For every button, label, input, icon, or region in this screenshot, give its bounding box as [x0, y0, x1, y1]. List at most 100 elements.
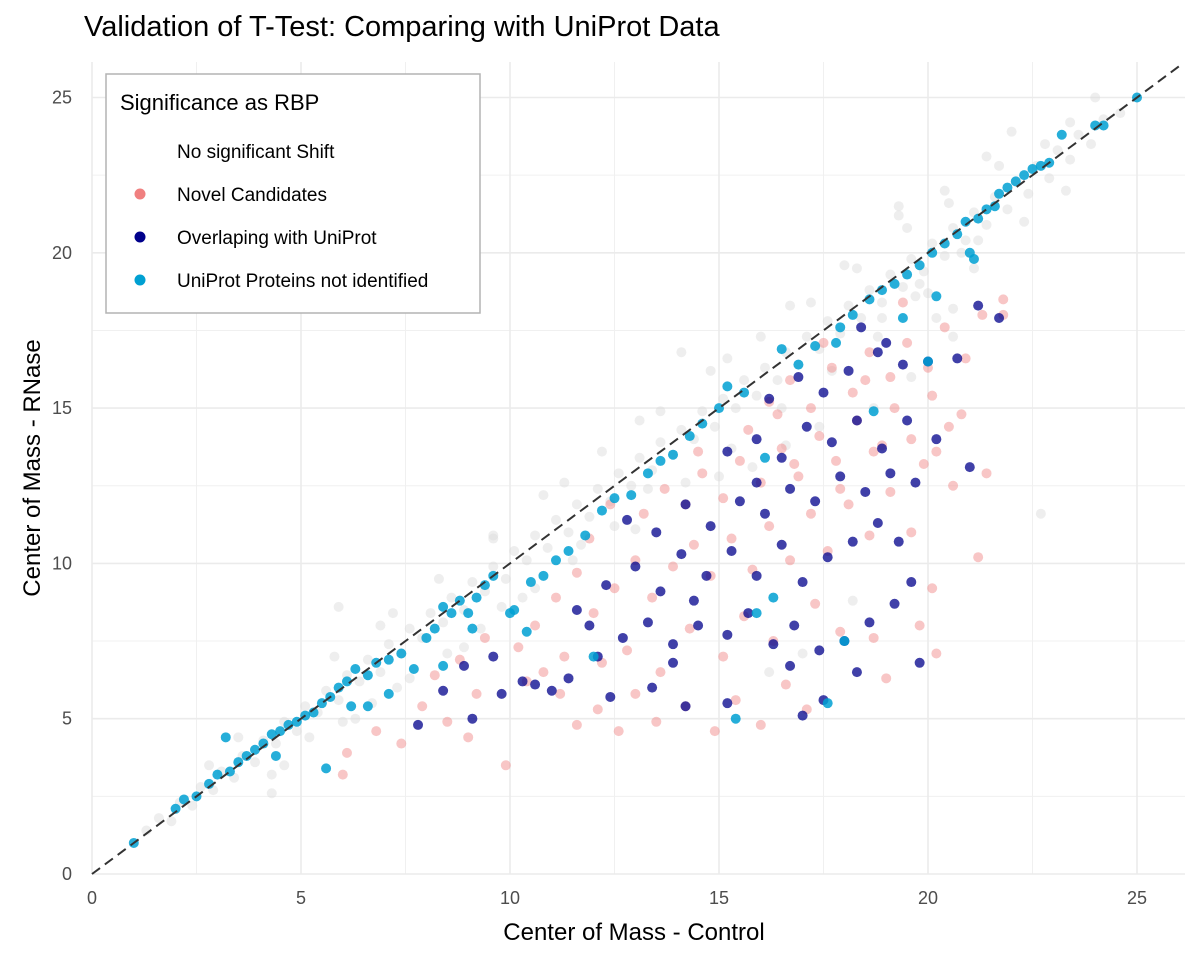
data-point: [847, 536, 858, 547]
x-axis-tick-labels: 0 5 10 15 20 25: [87, 888, 1147, 908]
data-point: [1065, 154, 1076, 165]
data-point: [550, 555, 561, 566]
data-point: [730, 403, 741, 414]
data-point: [488, 533, 499, 544]
data-point: [655, 667, 666, 678]
data-point: [1086, 139, 1097, 150]
data-point: [981, 219, 992, 230]
data-point: [333, 601, 344, 612]
data-point: [772, 409, 783, 420]
data-point: [488, 561, 499, 572]
data-point: [973, 213, 984, 224]
data-point: [714, 471, 724, 482]
data-point: [839, 636, 850, 647]
data-point: [810, 340, 821, 351]
data-point: [864, 347, 875, 358]
data-point: [889, 598, 900, 609]
data-point: [914, 620, 925, 631]
data-point: [337, 769, 348, 780]
data-point: [204, 778, 215, 789]
data-point: [513, 642, 524, 653]
data-point: [187, 800, 198, 811]
data-point: [396, 648, 407, 659]
data-point: [659, 483, 670, 494]
data-point: [371, 726, 382, 737]
y-tick-label: 25: [52, 88, 72, 108]
data-point: [973, 300, 984, 311]
data-point: [764, 521, 775, 532]
data-point: [697, 406, 708, 417]
data-point: [517, 592, 528, 603]
data-point: [751, 434, 762, 445]
data-point: [693, 446, 704, 457]
data-point: [847, 309, 858, 320]
data-point: [1006, 126, 1017, 137]
data-point: [885, 486, 896, 497]
data-point: [283, 719, 294, 730]
data-point: [258, 738, 269, 749]
data-point: [467, 623, 478, 634]
data-point: [1073, 129, 1084, 140]
data-point: [759, 362, 770, 373]
data-point: [739, 387, 750, 398]
data-point: [341, 747, 352, 758]
data-point: [550, 514, 561, 525]
data-point: [709, 726, 720, 737]
data-point: [438, 617, 449, 628]
data-point: [1065, 117, 1076, 128]
data-point: [759, 452, 770, 463]
data-point: [989, 201, 1000, 212]
data-point: [835, 483, 846, 494]
data-point: [413, 719, 424, 730]
data-point: [684, 431, 695, 442]
data-point: [542, 542, 553, 553]
data-point: [764, 667, 775, 678]
data-point: [726, 545, 737, 556]
data-point: [576, 539, 587, 550]
data-point: [530, 530, 541, 541]
data-point: [981, 151, 992, 162]
data-point: [605, 691, 616, 702]
data-point: [885, 269, 896, 280]
data-point: [538, 570, 549, 581]
data-point: [479, 580, 490, 591]
data-point: [785, 555, 796, 566]
data-point: [718, 393, 729, 404]
data-point: [839, 260, 850, 271]
data-point: [250, 744, 261, 755]
data-point: [617, 632, 628, 643]
data-point: [392, 682, 403, 693]
data-point: [851, 667, 862, 678]
data-point: [755, 719, 766, 730]
data-point: [751, 608, 762, 619]
data-point: [1056, 129, 1067, 140]
x-tick-label: 15: [709, 888, 729, 908]
data-point: [960, 353, 971, 364]
data-point: [902, 222, 913, 233]
data-point: [948, 303, 959, 314]
data-point: [918, 459, 929, 470]
data-point: [927, 583, 938, 594]
data-point: [521, 555, 532, 566]
data-point: [785, 375, 796, 386]
data-point: [1052, 145, 1063, 156]
data-point: [814, 645, 825, 656]
data-point: [571, 604, 582, 615]
data-point: [195, 782, 206, 793]
data-point: [885, 468, 896, 479]
data-point: [521, 626, 532, 637]
data-point: [697, 418, 708, 429]
data-point: [943, 198, 954, 209]
x-tick-label: 20: [918, 888, 938, 908]
data-point: [1044, 173, 1055, 184]
data-point: [968, 263, 979, 274]
data-point: [337, 716, 348, 727]
data-point: [563, 527, 574, 538]
data-point: [868, 446, 879, 457]
data-point: [1019, 170, 1030, 181]
data-point: [1035, 508, 1046, 519]
data-point: [350, 713, 361, 724]
data-point: [868, 406, 879, 417]
data-point: [868, 632, 879, 643]
data-point: [475, 623, 486, 634]
